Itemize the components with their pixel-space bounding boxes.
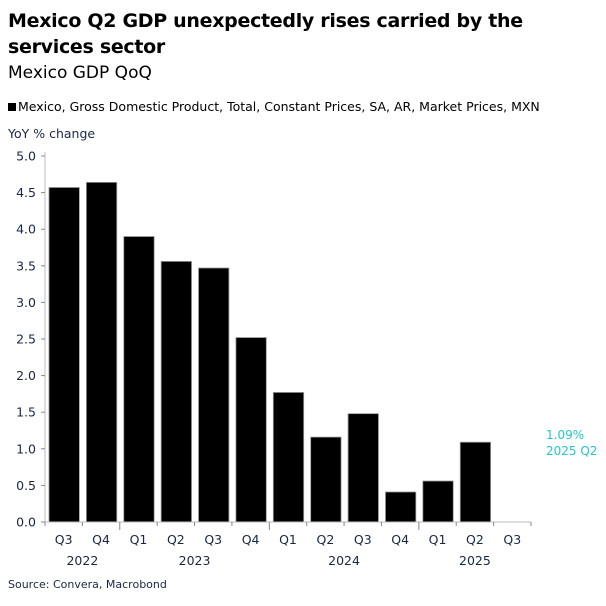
x-year-label: 2022	[66, 553, 98, 568]
legend: Mexico, Gross Domestic Product, Total, C…	[8, 99, 540, 114]
x-tick-label: Q4	[242, 532, 260, 547]
annotation-value: 1.09%	[546, 428, 584, 442]
x-year-label: 2024	[328, 553, 360, 568]
x-tick-label: Q2	[466, 532, 484, 547]
y-tick-label: 3.0	[16, 295, 36, 310]
chart-title: Mexico Q2 GDP unexpectedly rises carried…	[8, 10, 523, 58]
bar-6	[272, 392, 305, 523]
y-tick-label: 2.0	[16, 368, 36, 383]
y-tick-label: 5.0	[16, 149, 36, 164]
bar-11	[459, 441, 492, 523]
legend-label: Mexico, Gross Domestic Product, Total, C…	[18, 99, 540, 114]
bar-7	[310, 436, 342, 523]
y-axis-label: YoY % change	[8, 126, 96, 141]
x-tick-label: Q3	[204, 532, 222, 547]
bar-0	[48, 187, 80, 523]
bar-3	[160, 261, 192, 523]
bar-4	[198, 267, 230, 523]
chart-subtitle: Mexico GDP QoQ	[8, 63, 152, 83]
x-tick-label: Q3	[55, 532, 73, 547]
y-tick-label: 4.0	[16, 222, 36, 237]
x-tick-label: Q3	[503, 532, 521, 547]
bar-9	[385, 491, 417, 523]
x-tick-label: Q2	[167, 532, 185, 547]
y-tick-label: 1.0	[16, 441, 36, 456]
bar-10	[422, 480, 454, 523]
y-tick-label: 0.0	[16, 515, 36, 530]
x-year-label: 2025	[459, 553, 491, 568]
x-tick-label: Q1	[130, 532, 148, 547]
bar-8	[347, 413, 379, 523]
x-tick-label: Q1	[279, 532, 297, 547]
legend-swatch	[8, 102, 16, 111]
x-tick-label: Q2	[316, 532, 334, 547]
annotation-period: 2025 Q2	[546, 444, 597, 458]
x-tick-label: Q4	[391, 532, 409, 547]
y-tick-label: 1.5	[16, 405, 36, 420]
y-tick-label: 4.5	[16, 185, 36, 200]
bar-5	[235, 337, 267, 523]
y-tick-label: 2.5	[16, 332, 36, 347]
y-tick-label: 3.5	[16, 258, 36, 273]
x-tick-label: Q3	[354, 532, 372, 547]
x-tick-label: Q1	[429, 532, 447, 547]
source-note: Source: Convera, Macrobond	[8, 578, 167, 591]
x-tick-label: Q4	[92, 532, 110, 547]
bar-1	[85, 181, 118, 523]
bar-2	[123, 236, 155, 523]
y-tick-label: 0.5	[16, 478, 36, 493]
x-year-label: 2023	[179, 553, 211, 568]
